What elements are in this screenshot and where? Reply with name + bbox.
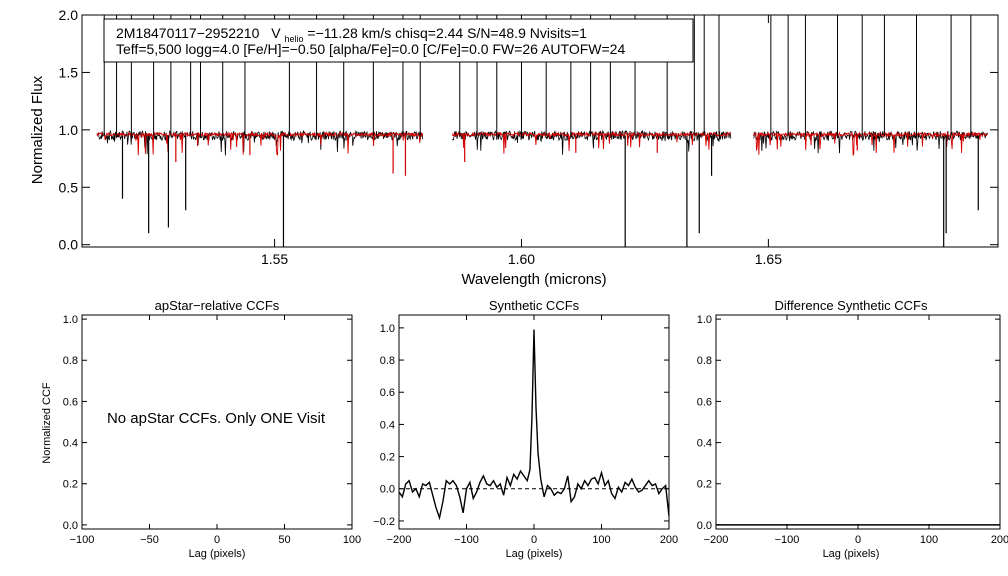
spectrum-annotation-box: [103, 18, 694, 63]
difference-ccf-panel: −200 −100 0 100 200 0.0 0.2 0.4 0.6 0.8 1.0: [697, 314, 1008, 546]
star-id: 2M18470117−2952210: [116, 25, 260, 41]
spectrum-ytick-label: 1.5: [59, 64, 79, 80]
apstar_ccf-ytick-label: 0.4: [63, 438, 78, 450]
spectrum-annotation-line2: Teff=5,500 logg=4.0 [Fe/H]=−0.50 [alpha/…: [116, 41, 625, 57]
apstar_ccf-xtick-label: 100: [343, 534, 361, 546]
model-spectrum-segment-2: [753, 131, 989, 156]
spectrum-ylabel: Normalized Flux: [29, 75, 46, 184]
model-spectrum-segment-1: [451, 131, 732, 154]
difference_ccf-xtick-label: −100: [775, 534, 800, 546]
spectrum-xtick-label: 1.60: [508, 251, 535, 267]
vhelio-symbol: V: [271, 25, 281, 41]
difference_ccf-ytick-label: 0.2: [697, 479, 712, 491]
difference-ccf-xlabel: Lag (pixels): [823, 548, 880, 560]
synthetic_ccf-ytick-label: 0.0: [380, 484, 395, 496]
difference-ccf-title: Difference Synthetic CCFs: [775, 298, 928, 313]
spectrum-frame: [81, 14, 999, 248]
difference_ccf-ytick-label: 0.4: [697, 438, 712, 450]
spectrum-ytick-label: 1.0: [59, 122, 79, 138]
difference_ccf-ytick-label: 0.8: [697, 355, 712, 367]
synthetic-ccf-title: Synthetic CCFs: [489, 298, 580, 313]
apstar_ccf-xtick-label: 0: [214, 534, 220, 546]
spectrum-xtick-label: 1.65: [755, 251, 782, 267]
synthetic_ccf-ytick-label: 0.8: [380, 355, 395, 367]
difference_ccf-xtick-label: 0: [855, 534, 861, 546]
apstar_ccf-xtick-label: −100: [70, 534, 95, 546]
observed-spectrum-segment-2: [753, 130, 988, 154]
difference_ccf-xtick-label: 100: [920, 534, 938, 546]
spectrum-xtick-label: 1.55: [261, 251, 288, 267]
apstar-ccf-panel: −100 −50 0 50 100 0.0 0.2 0.4 0.6 0.8 1.0: [63, 314, 361, 546]
apstar-ccf-title: apStar−relative CCFs: [155, 298, 280, 313]
synthetic_ccf-xtick-label: −100: [454, 534, 479, 546]
apstar-ccf-message: No apStar CCFs. Only ONE Visit: [107, 410, 326, 427]
synthetic-ccf-line: [398, 329, 670, 521]
difference_ccf-ytick-label: 0.0: [697, 520, 712, 532]
observed-spectrum-segment-0: [96, 129, 424, 156]
difference_ccf-frame: [715, 314, 1001, 530]
synthetic_ccf-xtick-label: −200: [387, 534, 412, 546]
apstar_ccf-ytick-label: 0.6: [63, 396, 78, 408]
synthetic-ccf-panel: −200 −100 0 100 200 −0.2 0.0 0.2 0.4 0.6 0.8 1.0: [373, 314, 678, 546]
model-spectrum-segment-0: [96, 131, 424, 156]
synthetic_ccf-ytick-label: −0.2: [373, 516, 395, 528]
spectrum-xlabel: Wavelength (microns): [461, 271, 606, 288]
spectrum-ytick-label: 0.5: [59, 179, 79, 195]
synthetic_ccf-ytick-label: 0.6: [380, 387, 395, 399]
apstar-ccf-xlabel: Lag (pixels): [189, 548, 246, 560]
spectrum-ytick-label: 2.0: [59, 7, 79, 23]
synthetic_ccf-xtick-label: 100: [592, 534, 610, 546]
synthetic_ccf-ytick-label: 1.0: [380, 323, 395, 335]
synthetic_ccf-xtick-label: 0: [531, 534, 537, 546]
synthetic_ccf-ytick-label: 0.4: [380, 419, 395, 431]
vhelio-subscript: helio: [285, 34, 304, 44]
annotation-stats: =−11.28 km/s chisq=2.44 S/N=48.9 Nvisits…: [307, 25, 587, 41]
apstar_ccf-xtick-label: −50: [140, 534, 159, 546]
synthetic_ccf-ytick-label: 0.2: [380, 452, 395, 464]
apstar_ccf-xtick-label: 50: [278, 534, 290, 546]
apstar_ccf-ytick-label: 0.0: [63, 520, 78, 532]
apstar_ccf-ytick-label: 1.0: [63, 314, 78, 326]
difference_ccf-ytick-label: 1.0: [697, 314, 712, 326]
apstar-ccf-ylabel: Normalized CCF: [41, 382, 53, 464]
apstar_ccf-ytick-label: 0.8: [63, 355, 78, 367]
synthetic_ccf-xtick-label: 200: [660, 534, 678, 546]
difference_ccf-xtick-label: −200: [704, 534, 729, 546]
apstar_ccf-ytick-label: 0.2: [63, 479, 78, 491]
difference_ccf-ytick-label: 0.6: [697, 396, 712, 408]
spectrum-ytick-label: 0.0: [59, 237, 79, 253]
synthetic-ccf-xlabel: Lag (pixels): [506, 548, 563, 560]
spectrum-annotation-line1: 2M18470117−2952210 V helio =−11.28 km/s …: [116, 25, 587, 45]
difference_ccf-xtick-label: 200: [991, 534, 1008, 546]
